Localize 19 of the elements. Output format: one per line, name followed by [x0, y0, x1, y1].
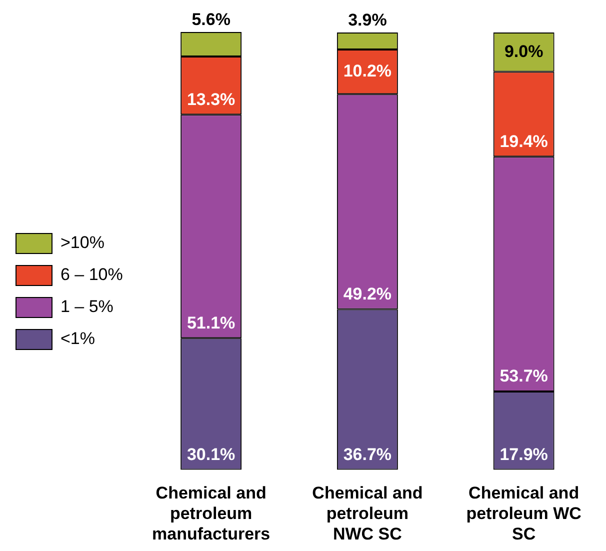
- data-label: 49.2%: [343, 284, 392, 304]
- data-label: 10.2%: [343, 61, 392, 80]
- data-label: 19.4%: [500, 132, 548, 151]
- data-label: 17.9%: [500, 444, 548, 464]
- data-label: 51.1%: [186, 313, 236, 332]
- data-label: 53.7%: [500, 366, 548, 386]
- data-label: 13.3%: [186, 90, 236, 109]
- legend-label: <1%: [60, 329, 95, 348]
- data-label: 36.7%: [343, 444, 392, 464]
- data-label: 9.0%: [504, 42, 544, 61]
- x-tick-label: Chemical and petroleum manufacturers: [152, 484, 270, 544]
- x-tick-label: Chemical and petroleum WC SC: [466, 484, 582, 544]
- data-label: 30.1%: [186, 444, 236, 464]
- data-label: 5.6%: [192, 10, 230, 30]
- x-tick-label: Chemical and petroleum NWC SC: [312, 484, 423, 544]
- legend-label: >10%: [60, 233, 104, 252]
- legend-label: 6 – 10%: [60, 265, 123, 284]
- data-label: 3.9%: [348, 10, 387, 30]
- legend-label: 1 – 5%: [60, 297, 114, 316]
